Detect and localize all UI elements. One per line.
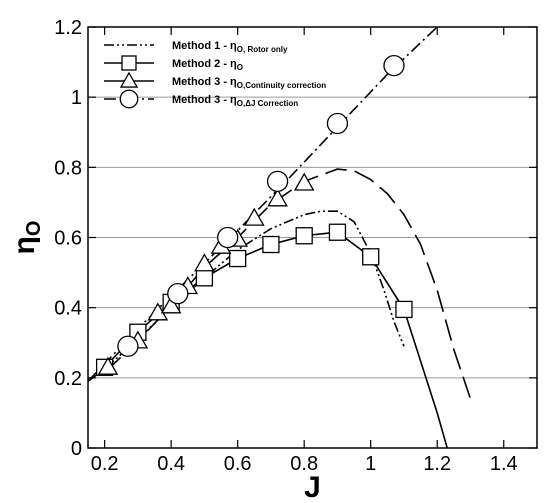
legend-label-sub-m3dj: O,ΔJ Correction <box>237 99 298 108</box>
series-line-m2 <box>104 231 448 448</box>
point-m3c-10 <box>293 172 315 191</box>
legend-label-m2: Method 2 - ηO <box>172 58 243 72</box>
x-axis-label: J <box>304 471 321 503</box>
legend-label-m1: Method 1 - ηO, Rotor only <box>172 40 288 54</box>
point-m3c-0 <box>97 356 119 375</box>
legend-marker-m3dj <box>119 89 139 109</box>
x-tick-label-5: 1.2 <box>423 453 451 475</box>
y-tick-label-3: 0.6 <box>54 228 82 250</box>
y-axis-label: ηO <box>8 221 45 255</box>
y-tick-label-4: 0.8 <box>54 157 82 179</box>
legend-label-main-m2: Method 2 - η <box>172 58 237 70</box>
point-m3dj-5 <box>383 54 405 77</box>
x-tick-label-2: 0.6 <box>224 453 252 475</box>
point-m3c-9 <box>267 188 288 207</box>
point-m3dj-4 <box>326 112 349 135</box>
legend-label-m3dj: Method 3 - ηO,ΔJ Correction <box>172 94 298 108</box>
legend-label-m3c: Method 3 - ηO,Continuity correction <box>172 76 326 90</box>
legend-label-main-m1: Method 1 - η <box>172 40 237 52</box>
point-m2-6 <box>295 227 313 245</box>
legend-label-sub-m1: O, Rotor only <box>237 45 288 54</box>
y-axis-label-main: η <box>8 236 41 254</box>
point-m3dj-0 <box>117 335 139 357</box>
point-m3dj-3 <box>266 170 289 193</box>
x-tick-label-6: 1.4 <box>490 453 518 475</box>
y-tick-label-1: 0.2 <box>54 368 82 390</box>
x-tick-label-1: 0.4 <box>157 453 185 475</box>
legend-marker-m2 <box>121 55 137 71</box>
point-m3c-8 <box>243 207 265 226</box>
axis-ticks: 0 0.2 0.4 0.6 0.8 1 1.2 0.2 0.4 0.6 0.8 1 1.2 1.4 <box>54 17 537 475</box>
point-m2-7 <box>328 223 347 241</box>
series-line-m1 <box>88 210 405 382</box>
legend-label-sub-m3c: O,Continuity correction <box>237 81 326 90</box>
legend-marker-m3c <box>119 71 139 88</box>
point-m3c-5 <box>194 253 215 272</box>
x-tick-label-3: 0.8 <box>290 453 318 475</box>
point-m3dj-2 <box>217 226 239 249</box>
y-tick-label-2: 0.4 <box>54 298 82 320</box>
point-m3c-3 <box>160 295 182 314</box>
point-m2-8 <box>362 248 380 266</box>
legend-label-main-m3c: Method 3 - η <box>172 76 237 88</box>
y-tick-label-5: 1 <box>71 87 82 109</box>
y-tick-label-0: 0 <box>71 438 82 460</box>
y-tick-label-6: 1.2 <box>54 17 82 39</box>
point-m2-9 <box>395 300 413 319</box>
legend-label-sub-m2: O <box>237 63 243 72</box>
point-m2-4 <box>229 249 247 268</box>
series-line-m3c <box>104 168 472 400</box>
y-axis-label-sub: O <box>23 221 45 237</box>
markers-layer <box>95 54 413 376</box>
series-layer <box>88 27 472 448</box>
legend-label-main-m3dj: Method 3 - η <box>172 94 237 106</box>
x-tick-label-0: 0.2 <box>91 453 119 475</box>
x-tick-label-4: 1 <box>365 453 376 475</box>
point-m2-3 <box>195 269 214 287</box>
point-m2-5 <box>262 235 280 254</box>
point-m3dj-1 <box>167 282 189 305</box>
